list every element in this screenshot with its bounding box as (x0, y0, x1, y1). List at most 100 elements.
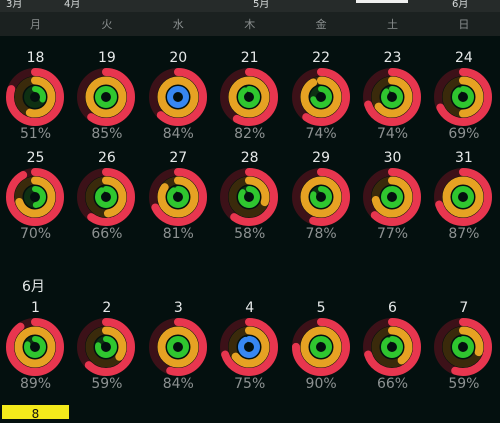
day-number: 7 (459, 300, 469, 316)
activity-rings-icon (363, 318, 421, 376)
day-number: 30 (383, 150, 402, 166)
stand-ring (452, 336, 475, 358)
day-cell[interactable]: 6 66% (357, 296, 428, 392)
day-number: 6 (388, 300, 397, 316)
move-ring (6, 68, 64, 126)
weekday-label: 日 (458, 18, 470, 31)
goal-percentage: 74% (376, 126, 409, 142)
exercise-ring (442, 76, 484, 118)
goal-percentage: 90% (305, 376, 337, 392)
stand-ring (309, 86, 332, 108)
day-cell[interactable]: 7 59% (428, 296, 499, 392)
timeline-position-indicator[interactable] (356, 0, 408, 3)
stand-ring (166, 336, 189, 358)
exercise-ring (442, 176, 484, 218)
goal-percentage: 84% (162, 376, 194, 392)
move-ring (220, 68, 279, 126)
exercise-ring (14, 176, 56, 218)
goal-percentage: 78% (305, 226, 337, 242)
day-cell[interactable]: 20 84% (143, 46, 214, 142)
exercise-ring (157, 76, 199, 118)
exercise-ring (85, 176, 127, 218)
day-number: 3 (173, 300, 183, 316)
day-cell[interactable]: 21 82% (214, 46, 285, 142)
timeline-month-label[interactable]: 3月 (6, 0, 23, 10)
stand-ring (238, 186, 261, 208)
exercise-ring (371, 176, 413, 218)
exercise-ring (228, 76, 270, 118)
exercise-ring (85, 326, 127, 368)
day-number: 24 (454, 50, 473, 66)
goal-percentage: 87% (448, 226, 480, 242)
timeline-month-label[interactable]: 6月 (452, 0, 469, 10)
month-timeline-scrubber[interactable]: 3月 4月 5月 6月 (0, 0, 500, 12)
exercise-ring (228, 176, 270, 218)
weekday-label: 木 (244, 18, 256, 31)
goal-percentage: 66% (91, 226, 123, 242)
day-number: 25 (26, 150, 45, 166)
day-cell[interactable]: 22 74% (286, 46, 357, 142)
exercise-ring (442, 326, 484, 368)
move-ring (363, 168, 421, 226)
day-number: 18 (26, 50, 45, 66)
weekday-header: 月火水木金土日 (0, 12, 500, 36)
day-cell[interactable]: 4 75% (214, 296, 285, 392)
move-ring (148, 168, 207, 226)
day-number: 5 (316, 300, 326, 316)
day-cell[interactable]: 23 74% (357, 46, 428, 142)
day-cell[interactable]: 19 85% (71, 46, 142, 142)
move-ring (77, 318, 136, 376)
stand-ring (452, 86, 475, 108)
weekday-label: 水 (172, 18, 184, 31)
activity-rings-icon (434, 318, 493, 376)
day-number: 19 (97, 50, 116, 66)
day-cell[interactable]: 29 78% (286, 146, 357, 242)
goal-percentage: 69% (448, 126, 480, 142)
day-cell[interactable]: 3 84% (143, 296, 214, 392)
day-number: 1 (31, 300, 40, 316)
day-cell[interactable]: 1 89% (0, 296, 71, 392)
timeline-month-label[interactable]: 5月 (253, 0, 270, 10)
activity-rings-icon (220, 168, 279, 226)
today-cell[interactable]: 8 (2, 405, 69, 421)
day-cell[interactable]: 30 77% (357, 146, 428, 242)
stand-ring (95, 336, 118, 358)
day-cell[interactable]: 5 90% (286, 296, 357, 392)
goal-percentage: 89% (19, 376, 52, 392)
move-ring (434, 168, 493, 226)
move-ring (77, 168, 136, 226)
activity-rings-icon (291, 168, 350, 226)
activity-rings-icon (77, 168, 136, 226)
day-cell[interactable]: 18 51% (0, 46, 71, 142)
move-ring (220, 318, 279, 376)
goal-percentage: 66% (376, 376, 409, 392)
activity-rings-icon (77, 68, 136, 126)
day-cell[interactable]: 2 59% (71, 296, 142, 392)
goal-percentage: 59% (448, 376, 480, 392)
stand-ring (381, 186, 403, 208)
stand-ring (309, 336, 332, 358)
day-cell[interactable]: 31 87% (428, 146, 499, 242)
goal-percentage: 85% (91, 126, 123, 142)
stand-ring (452, 186, 475, 208)
move-ring (6, 168, 64, 226)
day-cell[interactable]: 26 66% (71, 146, 142, 242)
day-cell[interactable]: 28 58% (214, 146, 285, 242)
activity-rings-icon (6, 68, 64, 126)
activity-rings-icon (434, 168, 493, 226)
exercise-ring (300, 176, 342, 218)
goal-percentage: 59% (91, 376, 123, 392)
day-cell[interactable]: 27 81% (143, 146, 214, 242)
day-cell[interactable]: 25 70% (0, 146, 71, 242)
exercise-ring (14, 76, 56, 118)
weekday-label: 火 (101, 18, 113, 31)
day-number: 4 (245, 300, 255, 316)
timeline-month-label[interactable]: 4月 (64, 0, 81, 10)
day-cell[interactable]: 24 69% (428, 46, 499, 142)
move-ring (220, 168, 279, 226)
exercise-ring (228, 326, 270, 368)
stand-ring (95, 86, 118, 108)
day-number: 23 (383, 50, 402, 66)
day-number: 2 (102, 300, 112, 316)
goal-percentage: 51% (19, 126, 52, 142)
